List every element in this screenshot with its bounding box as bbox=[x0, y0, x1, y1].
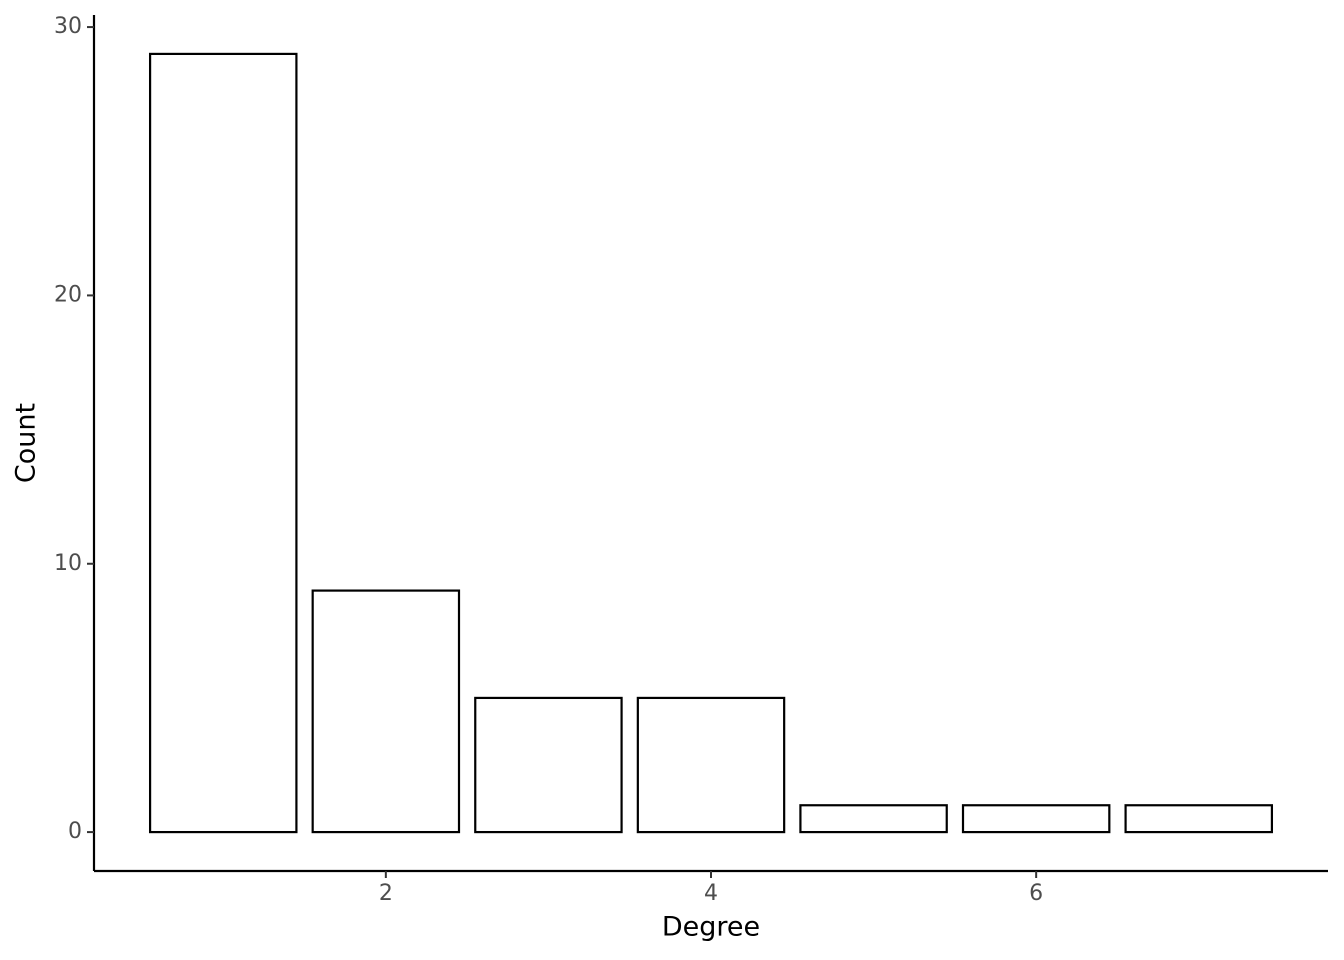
y-tick-label: 10 bbox=[54, 551, 82, 576]
bar bbox=[1124, 804, 1274, 834]
y-tick-label: 0 bbox=[68, 819, 82, 844]
x-tick-label: 2 bbox=[379, 881, 393, 906]
bar bbox=[799, 804, 948, 834]
x-axis-title: Degree bbox=[662, 912, 760, 943]
x-tick-label: 6 bbox=[1029, 881, 1043, 906]
y-tick-label: 30 bbox=[54, 14, 82, 39]
bar bbox=[311, 589, 461, 834]
x-tick-label: 4 bbox=[704, 881, 718, 906]
y-tick-label: 20 bbox=[54, 282, 82, 307]
bar bbox=[474, 696, 623, 834]
bar bbox=[961, 804, 1111, 834]
y-axis-title: Count bbox=[11, 403, 42, 483]
bar bbox=[636, 696, 786, 834]
bar bbox=[148, 52, 298, 834]
